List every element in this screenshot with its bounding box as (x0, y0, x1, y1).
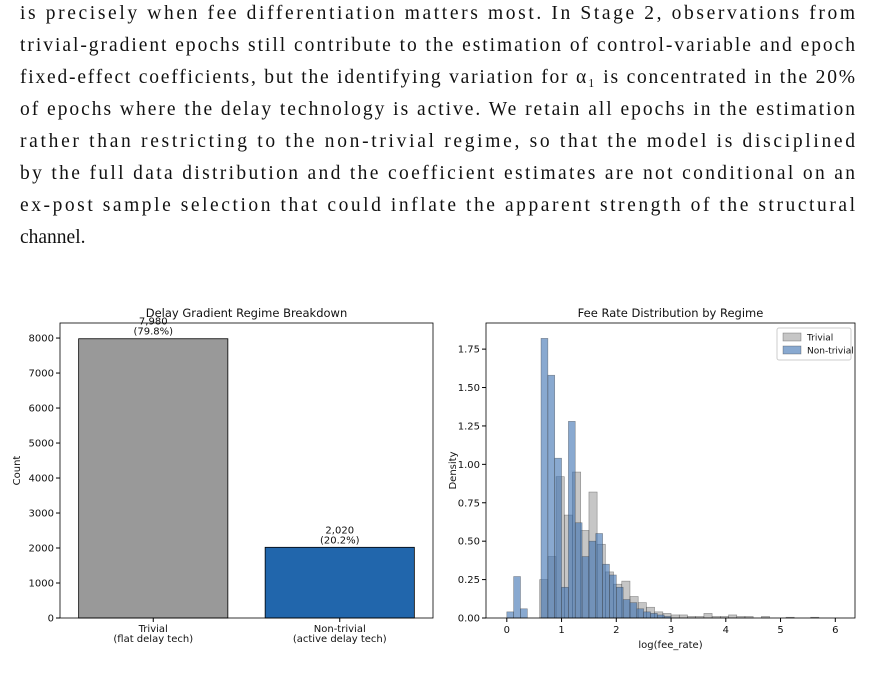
x-tick-label: 4 (723, 625, 729, 636)
legend-label: Non-trivial (807, 347, 854, 357)
y-tick-label: 1000 (29, 579, 54, 590)
x-axis-label: log(fee_rate) (638, 640, 702, 651)
histogram-bar (622, 599, 631, 619)
histogram-bar (615, 586, 624, 619)
y-tick-label: 4000 (29, 474, 54, 485)
histogram-bar (547, 374, 556, 619)
histogram-bar (506, 611, 514, 619)
histogram-bar (595, 533, 603, 619)
x-tick-label: 6 (832, 625, 838, 636)
bar (78, 338, 229, 619)
x-tick-label: 0 (504, 625, 510, 636)
y-tick-label: 0.25 (458, 575, 480, 586)
y-tick-label: 7000 (29, 369, 54, 380)
plot-frame (485, 322, 856, 619)
y-tick-label: 1.50 (458, 383, 480, 394)
chart: Fee Rate Distribution by Regime Density lo… (448, 306, 856, 651)
y-tick-label: 0.00 (458, 614, 480, 625)
x-tick-label: Trivial (flat delay tech) (113, 624, 193, 645)
histogram-bar (636, 608, 644, 619)
chart-title: Delay Gradient Regime Breakdown (146, 306, 348, 320)
x-tick-label: 1 (558, 625, 564, 636)
histogram-bar (568, 421, 576, 619)
paragraph-line: fixed-effect coefficients, but the ident… (20, 67, 855, 88)
histogram-bar (670, 614, 680, 619)
x-tick-label: Non-trivial (active delay tech) (293, 624, 387, 645)
y-tick-label: 3000 (29, 509, 54, 520)
paragraph-line: is precisely when fee differentiation ma… (20, 3, 855, 24)
histogram-bar (520, 608, 528, 619)
histogram-bar (678, 614, 688, 619)
paragraph-line: trivial-gradient epochs still contribute… (20, 35, 855, 56)
y-tick-label: 2000 (29, 544, 54, 555)
histogram-bar (554, 457, 562, 619)
histogram-bar (629, 602, 638, 619)
histogram-bar (657, 614, 665, 619)
paragraph-line: rather than restricting to the non-trivi… (20, 131, 855, 152)
y-tick-label: 5000 (29, 439, 54, 450)
legend-swatch (782, 345, 802, 355)
legend-label: Trivial (806, 334, 833, 344)
histogram-bar (609, 574, 617, 619)
y-tick-label: 0 (48, 614, 54, 625)
chart: Delay Gradient Regime Breakdown Count 0 100… (12, 306, 434, 645)
value-label: 7,980 (79.8%) (133, 317, 173, 338)
y-tick-label: 1.75 (458, 345, 480, 356)
y-axis-label: Density (448, 451, 459, 489)
y-axis-label: Count (12, 456, 23, 486)
plot-frame (59, 322, 434, 619)
histogram-bar (513, 576, 521, 619)
chart-title: Fee Rate Distribution by Regime (578, 306, 764, 320)
y-tick-label: 1.00 (458, 460, 480, 471)
legend-swatch (782, 332, 802, 342)
histogram-bar (602, 563, 610, 619)
x-tick-label: 2 (613, 625, 619, 636)
paragraph-line: by the full data distribution and the co… (20, 163, 855, 184)
histogram-bar (650, 613, 658, 619)
y-tick-label: 8000 (29, 334, 54, 345)
y-tick-label: 0.75 (458, 498, 480, 509)
y-tick-label: 6000 (29, 404, 54, 415)
histogram-bar (728, 614, 738, 619)
paragraph-line: of epochs where the delay technology is … (20, 99, 855, 120)
histogram-bar (574, 522, 583, 619)
x-tick-label: 3 (668, 625, 674, 636)
histogram-bar (643, 611, 651, 619)
x-tick-label: 5 (777, 625, 783, 636)
paragraph-line: ex-post sample selection that could infl… (20, 195, 856, 216)
histogram-bar (588, 540, 597, 619)
y-tick-label: 0.50 (458, 537, 480, 548)
histogram-bar (581, 556, 590, 619)
histogram-bar (561, 586, 569, 619)
histogram-bar (540, 338, 549, 619)
histogram-bar (703, 613, 713, 619)
paragraph-line: channel. (20, 227, 86, 248)
y-tick-label: 1.25 (458, 421, 480, 432)
value-label: 2,020 (20.2%) (320, 525, 360, 546)
bar (264, 546, 415, 619)
